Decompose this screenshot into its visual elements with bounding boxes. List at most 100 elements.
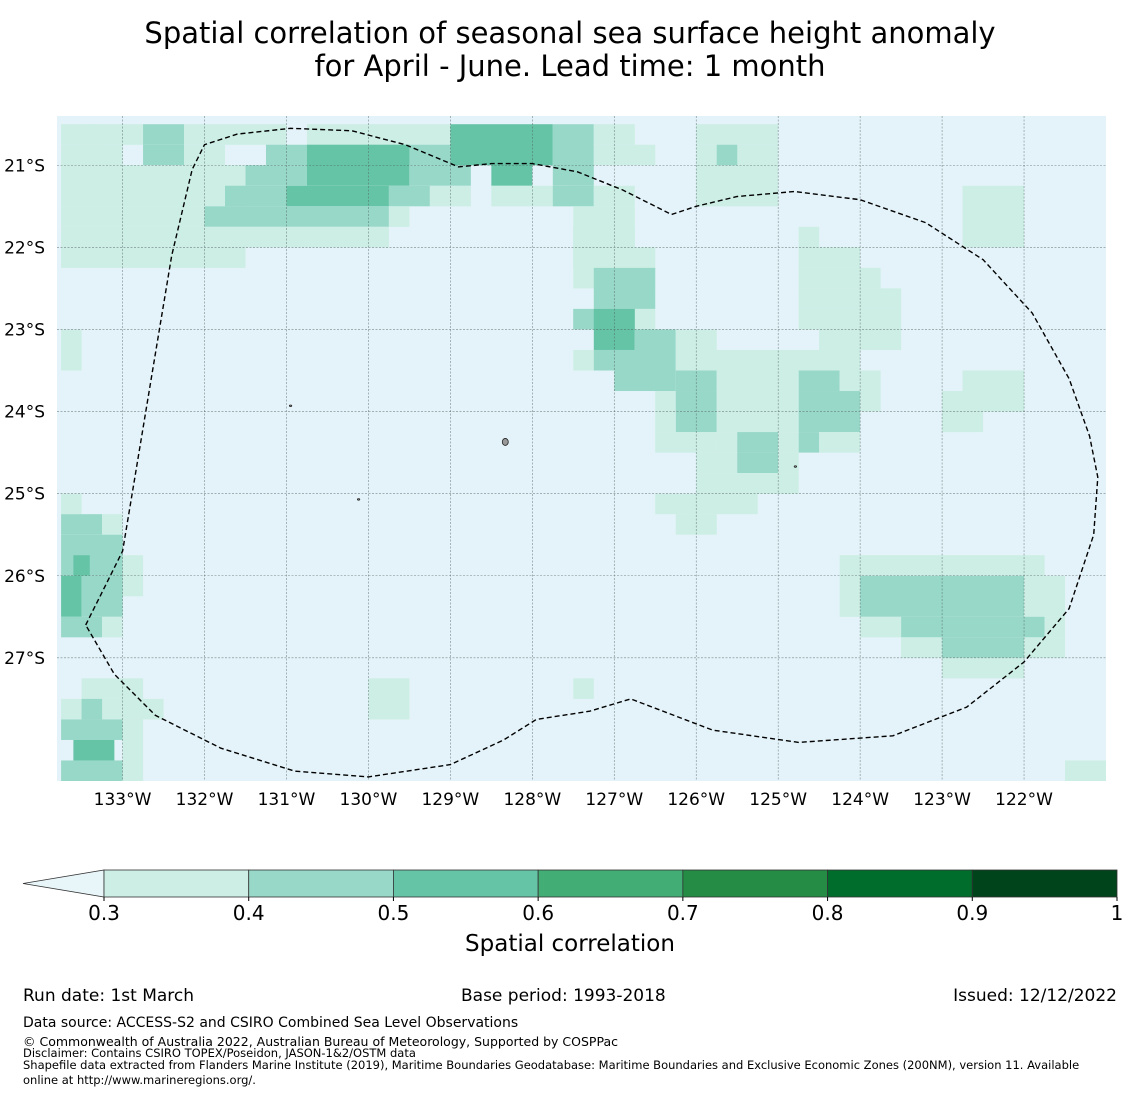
- x-tick-label: 129°W: [421, 790, 479, 810]
- heatmap-cell: [716, 144, 738, 166]
- heatmap-cell: [655, 391, 676, 412]
- heatmap-cell: [81, 698, 103, 720]
- heatmap-cell: [61, 226, 389, 248]
- heatmap-cell: [942, 637, 1025, 658]
- heatmap-cell: [798, 432, 820, 453]
- x-tick-label: 123°W: [913, 790, 971, 810]
- heatmap-cell: [61, 575, 82, 617]
- heatmap-cell: [696, 452, 738, 474]
- islands: [288, 404, 797, 501]
- colorbar-tick-label: 0.6: [522, 901, 554, 925]
- heatmap-cells: [57, 116, 1106, 781]
- heatmap-cell: [737, 452, 779, 474]
- x-tick-label: 127°W: [585, 790, 643, 810]
- heatmap-cell: [61, 760, 123, 781]
- disclaimer: Disclaimer: Contains CSIRO TOPEX/Poseido…: [23, 1046, 416, 1060]
- heatmap-cell: [1024, 575, 1066, 617]
- heatmap-cell: [675, 514, 717, 535]
- heatmap-cell: [306, 124, 451, 145]
- heatmap-cell: [675, 370, 717, 392]
- heatmap-cell: [778, 432, 799, 453]
- colorbar-tick-label: 0.5: [378, 901, 410, 925]
- colorbar-tick-label: 0.7: [667, 901, 699, 925]
- heatmap-cell: [655, 493, 758, 515]
- heatmap-cell: [655, 432, 717, 453]
- heatmap-cell: [737, 432, 779, 453]
- issued-date: Issued: 12/12/2022: [953, 986, 1117, 1006]
- heatmap-cell: [245, 165, 307, 186]
- heatmap-cell: [942, 391, 1025, 412]
- heatmap-cell: [388, 185, 430, 207]
- colorbar-tick-label: 0.8: [812, 901, 844, 925]
- heatmap-cell: [860, 616, 902, 638]
- heatmap-cell: [61, 206, 205, 227]
- heatmap-cell: [778, 452, 799, 474]
- heatmap-cell: [61, 616, 103, 638]
- island-marker: [793, 465, 797, 468]
- heatmap-cell: [901, 637, 943, 658]
- colorbar: 0.3 0.4 0.5 0.6 0.7 0.8 0.9 1: [22, 869, 1123, 925]
- heatmap-cell: [143, 124, 185, 145]
- heatmap-cell: [839, 575, 861, 617]
- colorbar-tick-label: 1: [1111, 901, 1124, 925]
- heatmap-cell: [81, 124, 144, 145]
- heatmap-cell: [798, 308, 902, 330]
- heatmap-cell: [798, 411, 861, 433]
- heatmap-cell: [122, 555, 144, 597]
- y-tick-label: 23°S: [4, 320, 45, 340]
- data-source: Data source: ACCESS-S2 and CSIRO Combine…: [23, 1015, 519, 1031]
- heatmap-cell: [204, 206, 389, 227]
- heatmap-cell: [102, 616, 123, 638]
- colorbar-segment: [248, 869, 394, 898]
- x-tick-label: 131°W: [258, 790, 316, 810]
- x-tick-label: 124°W: [831, 790, 889, 810]
- colorbar-extend-arrow: [22, 869, 105, 898]
- heatmap-cell: [655, 411, 676, 433]
- heatmap-cell: [388, 206, 410, 227]
- colorbar-segment: [971, 869, 1118, 898]
- chart-title-line-2: for April - June. Lead time: 1 month: [314, 49, 826, 83]
- heatmap-cell: [942, 411, 984, 433]
- heatmap-cell: [143, 144, 185, 166]
- shapefile-note-line-1: Shapefile data extracted from Flanders M…: [23, 1058, 1080, 1072]
- heatmap-cell: [798, 288, 902, 309]
- y-tick-label: 24°S: [4, 403, 45, 423]
- eez-boundary: [85, 127, 1099, 778]
- heatmap-cell: [819, 432, 861, 453]
- heatmap-cell: [61, 534, 123, 576]
- colorbar-segment: [682, 869, 828, 898]
- chart-title-line-1: Spatial correlation of seasonal sea surf…: [144, 16, 996, 50]
- heatmap-cell: [81, 575, 123, 617]
- heatmap-cell: [798, 226, 820, 248]
- x-axis-ticks: 133°W 132°W 131°W 130°W 129°W 128°W 127°W 126°W…: [94, 790, 1053, 810]
- heatmap-cell: [61, 719, 123, 740]
- heatmap-cell: [61, 698, 164, 720]
- heatmap-cell: [61, 329, 82, 371]
- heatmap-cell: [798, 391, 861, 412]
- y-tick-label: 26°S: [4, 567, 45, 587]
- heatmap-cell: [573, 678, 594, 699]
- x-tick-label: 122°W: [995, 790, 1053, 810]
- colorbar-segment: [103, 869, 250, 898]
- heatmap-cell: [593, 267, 656, 309]
- y-tick-label: 25°S: [4, 485, 45, 505]
- heatmap-cell: [409, 165, 471, 186]
- heatmap-cell: [614, 370, 676, 392]
- colorbar-ticks: 0.3 0.4 0.5 0.6 0.7 0.8 0.9 1: [88, 897, 1123, 925]
- colorbar-label: Spatial correlation: [465, 931, 675, 957]
- heatmap-cell: [122, 760, 144, 781]
- heatmap-cell: [634, 329, 676, 350]
- base-period: Base period: 1993-2018: [461, 986, 666, 1006]
- heatmap-cell: [675, 329, 717, 350]
- shapefile-note-line-2: online at http://www.marineregions.org/.: [23, 1073, 256, 1087]
- heatmap-cell: [368, 678, 410, 720]
- heatmap-cell: [73, 555, 90, 576]
- heatmap-cell: [716, 432, 738, 453]
- heatmap-cell: [73, 739, 115, 761]
- heatmap-cell: [675, 349, 861, 371]
- heatmap-cell: [225, 185, 287, 207]
- heatmap-cell: [716, 370, 799, 392]
- heatmap-cell: [1024, 637, 1066, 658]
- heatmap-cell: [61, 493, 82, 515]
- heatmap-cell: [798, 370, 840, 392]
